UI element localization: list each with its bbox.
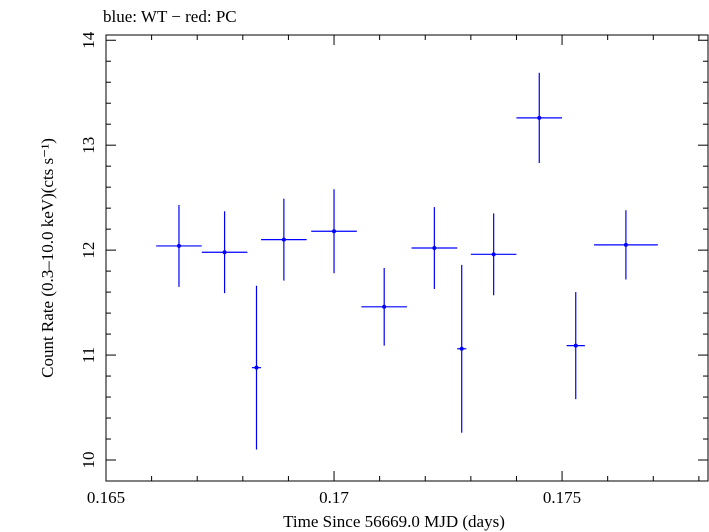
data-point — [432, 246, 437, 251]
x-axis: 0.165 0.17 0.175 — [87, 35, 700, 507]
data-points — [156, 72, 658, 450]
data-point — [459, 346, 464, 351]
y-tick-label: 10 — [79, 452, 98, 469]
x-tick-label: 0.175 — [543, 488, 581, 507]
data-point — [332, 229, 337, 234]
data-point — [573, 343, 578, 348]
x-tick-label: 0.17 — [319, 488, 349, 507]
y-tick-label: 11 — [79, 347, 98, 363]
y-tick-label: 12 — [79, 242, 98, 259]
data-point — [623, 242, 628, 247]
y-tick-label: 14 — [79, 31, 98, 49]
data-point — [176, 243, 181, 248]
x-axis-label: Time Since 56669.0 MJD (days) — [283, 512, 505, 531]
plot-frame — [105, 34, 709, 482]
chart-title: blue: WT − red: PC — [103, 7, 237, 26]
data-point — [382, 304, 387, 309]
data-point — [281, 237, 286, 242]
data-point — [491, 252, 496, 257]
x-tick-label: 0.165 — [87, 488, 125, 507]
data-point — [254, 365, 259, 370]
y-axis-label: Count Rate (0.3–10.0 keV)(cts s⁻¹) — [38, 138, 57, 378]
data-point — [222, 250, 227, 255]
data-point — [537, 115, 542, 120]
y-tick-label: 13 — [79, 137, 98, 154]
y-axis: 10 11 12 13 14 — [79, 31, 708, 482]
